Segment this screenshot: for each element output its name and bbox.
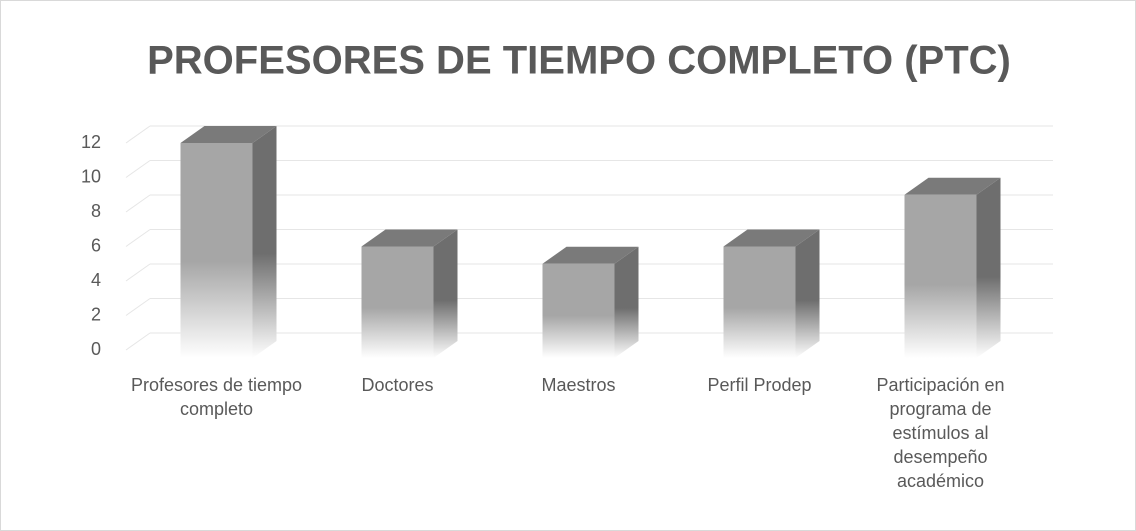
bar (904, 177, 1001, 358)
grid-line-side (125, 263, 151, 282)
grid-line-side (125, 332, 151, 351)
bar-front (180, 143, 253, 358)
x-tick-label: Profesores de tiempo completo (130, 375, 303, 419)
bar-front (904, 194, 977, 358)
y-tick-label: 4 (91, 270, 101, 290)
bar-top (542, 246, 639, 264)
grid-line-side (125, 160, 151, 178)
bar-top (361, 229, 458, 247)
x-tick-label: Maestros (541, 375, 616, 395)
grid-line-side (125, 229, 151, 247)
x-tick-label: Doctores (361, 375, 434, 395)
y-tick-label: 0 (91, 339, 101, 359)
grid-line-side (125, 194, 151, 213)
y-tick-label: 2 (91, 304, 101, 324)
y-tick-label: 10 (81, 166, 101, 186)
x-tick-label: Participación en programa de estímulos a… (876, 375, 1005, 491)
y-tick-label: 12 (81, 132, 101, 152)
x-tick-label: Perfil Prodep (707, 375, 812, 395)
bar-side (976, 177, 1001, 358)
bar (723, 229, 820, 358)
bar (180, 126, 277, 358)
bar-front (723, 246, 796, 358)
grid-line-side (125, 298, 151, 316)
bar-top (723, 229, 820, 247)
chart-title: PROFESORES DE TIEMPO COMPLETO (PTC) (147, 39, 1011, 83)
bar-side (614, 246, 639, 358)
bar-side (252, 126, 277, 358)
y-tick-label: 8 (91, 201, 101, 221)
bar (361, 229, 458, 358)
bar (542, 246, 639, 358)
y-tick-label: 6 (91, 235, 101, 255)
bar-side (795, 229, 820, 358)
bar-front (361, 246, 434, 358)
bar-top (904, 177, 1001, 195)
grid-line-side (125, 125, 151, 144)
bar-top (180, 126, 277, 143)
bar-front (542, 263, 615, 358)
bar-side (433, 229, 458, 358)
